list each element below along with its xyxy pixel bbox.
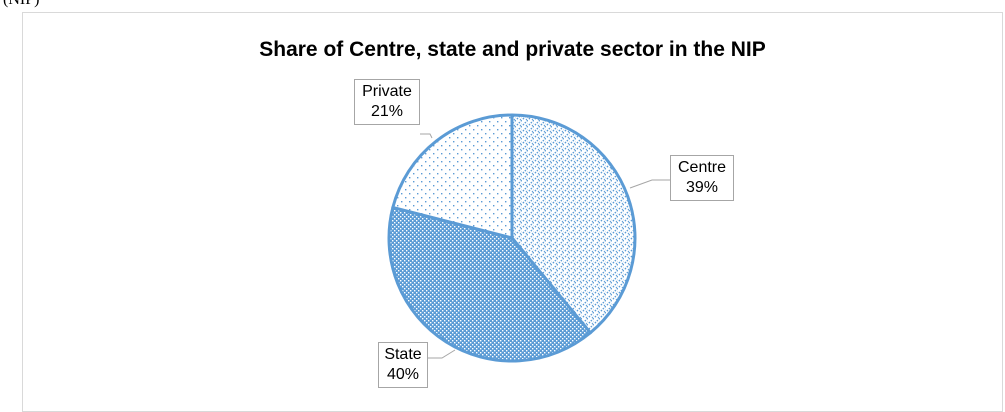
leader-line-private — [420, 133, 433, 139]
pie-chart — [387, 113, 670, 363]
chart-title: Share of Centre, state and private secto… — [259, 38, 766, 61]
chart-caption: (NIP) — [3, 0, 39, 9]
data-label-state: State 40% — [378, 342, 428, 388]
data-label-private: Private 21% — [354, 79, 420, 125]
leader-line-state — [428, 349, 456, 359]
pie-slice-state — [387, 205, 592, 363]
pie-slice-private — [391, 113, 514, 240]
pie-slice-centre — [510, 113, 637, 335]
leader-line-centre — [629, 179, 670, 189]
data-label-centre: Centre 39% — [670, 155, 734, 201]
